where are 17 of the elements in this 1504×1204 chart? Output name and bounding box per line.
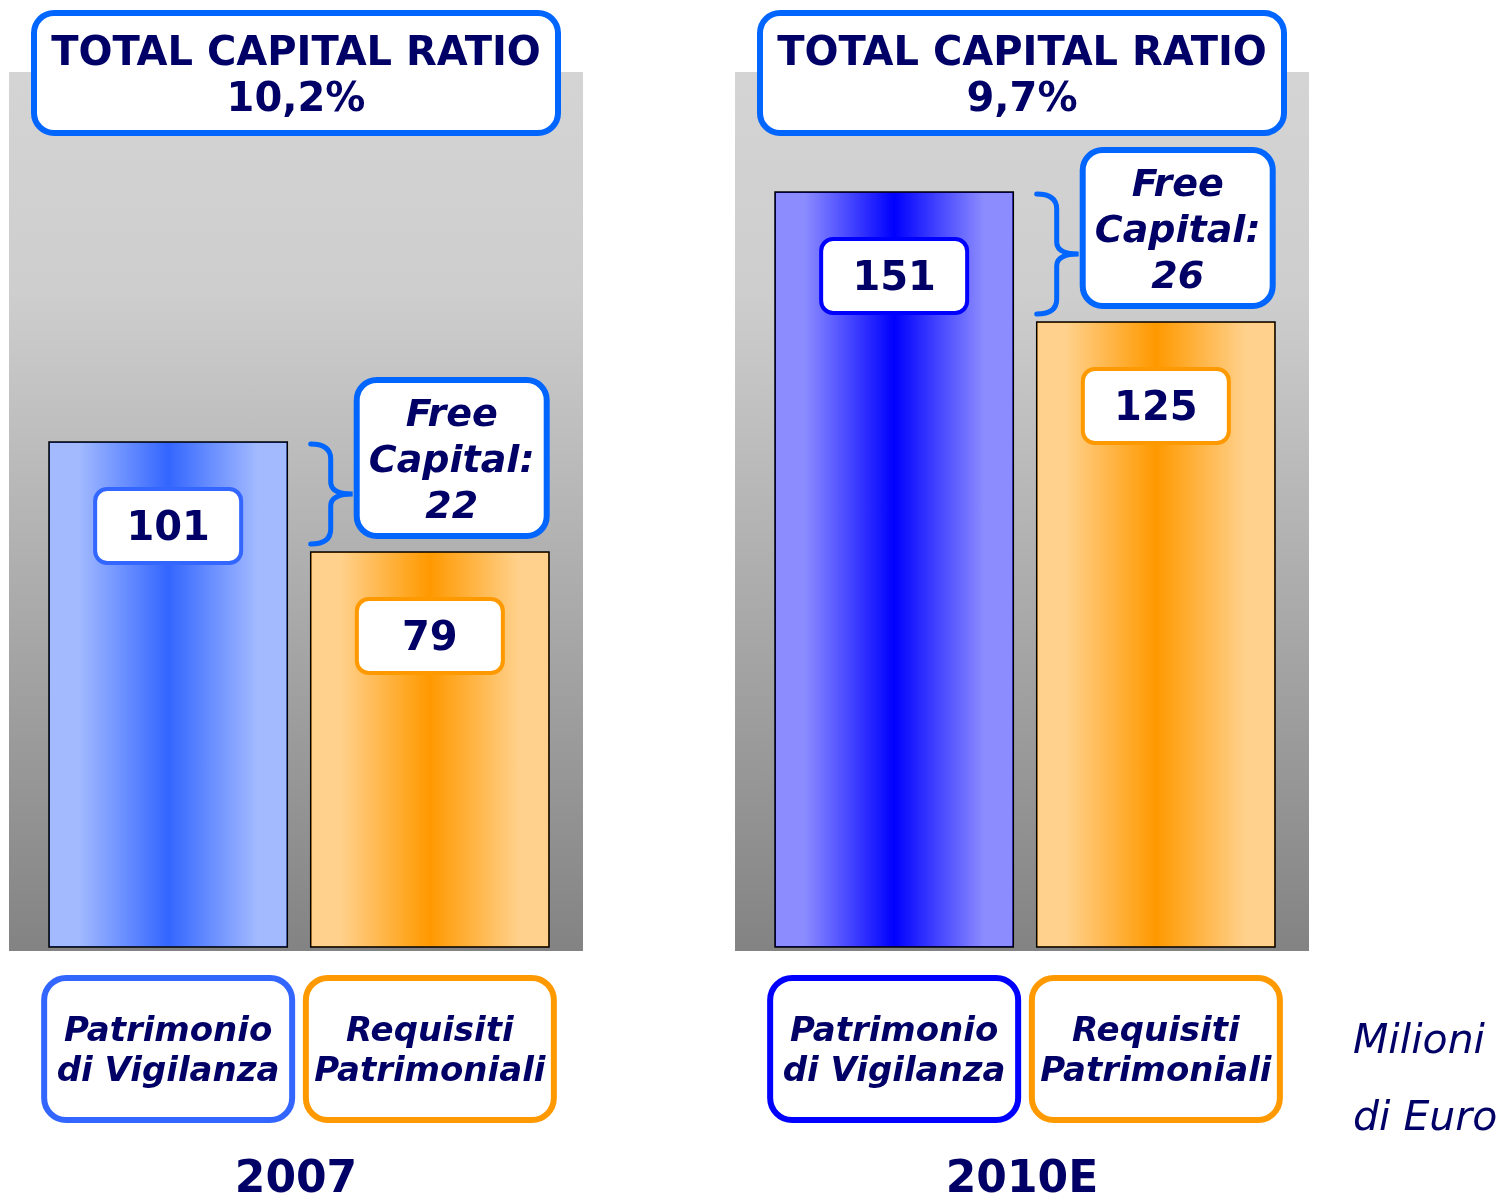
data-label: 101 bbox=[126, 503, 210, 549]
data-label: 79 bbox=[402, 613, 458, 659]
chart-title: TOTAL CAPITAL RATIO bbox=[51, 28, 541, 74]
chart-subtitle: 9,7% bbox=[966, 74, 1078, 120]
annotation: Free Capital: 22 bbox=[368, 391, 535, 527]
text: Milioni di Euro bbox=[1353, 1015, 1498, 1140]
x-axis-title: 2010E bbox=[945, 1151, 1099, 1202]
chart-subtitle: 10,2% bbox=[226, 74, 366, 120]
data-label: 125 bbox=[1114, 383, 1198, 429]
x-tick-label: Patrimonio di Vigilanza bbox=[782, 1009, 1006, 1089]
x-tick-label: Patrimonio di Vigilanza bbox=[56, 1009, 280, 1089]
chart-title: TOTAL CAPITAL RATIO bbox=[777, 28, 1267, 74]
annotation: Free Capital: 26 bbox=[1094, 161, 1261, 297]
x-tick-label: Requisiti Patrimoniali bbox=[1040, 1009, 1273, 1089]
data-label: 151 bbox=[852, 253, 936, 299]
x-axis-title: 2007 bbox=[234, 1151, 358, 1202]
x-tick-label: Requisiti Patrimoniali bbox=[314, 1009, 547, 1089]
